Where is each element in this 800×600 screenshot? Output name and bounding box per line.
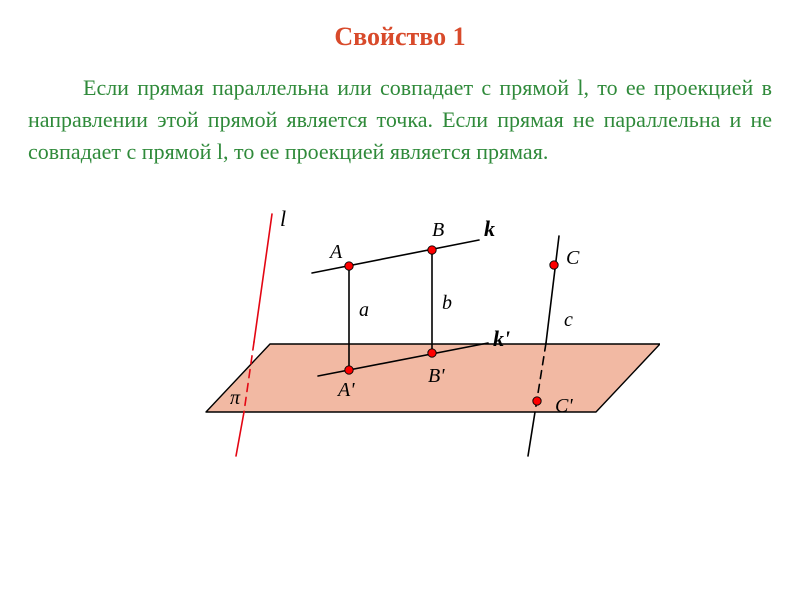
svg-text:k': k' bbox=[493, 326, 510, 351]
svg-text:A: A bbox=[328, 241, 343, 263]
svg-text:A': A' bbox=[336, 379, 355, 401]
body-text: Если прямая параллельна или совпадает с … bbox=[28, 72, 772, 168]
svg-text:a: a bbox=[359, 299, 369, 321]
svg-text:B': B' bbox=[428, 365, 445, 387]
projection-diagram: π l c k k' a b A B A' B' C C' bbox=[140, 196, 660, 466]
svg-text:c: c bbox=[564, 309, 573, 331]
svg-text:C': C' bbox=[555, 395, 573, 417]
svg-text:l: l bbox=[280, 206, 286, 231]
svg-text:B: B bbox=[432, 219, 444, 241]
svg-text:k: k bbox=[484, 216, 495, 241]
body-text-content: Если прямая параллельна или совпадает с … bbox=[28, 75, 772, 164]
page-title: Свойство 1 bbox=[28, 22, 772, 52]
figure-wrap: π l c k k' a b A B A' B' C C' bbox=[28, 196, 772, 466]
svg-text:C: C bbox=[566, 247, 580, 269]
svg-text:π: π bbox=[230, 387, 241, 409]
svg-text:b: b bbox=[442, 292, 452, 314]
